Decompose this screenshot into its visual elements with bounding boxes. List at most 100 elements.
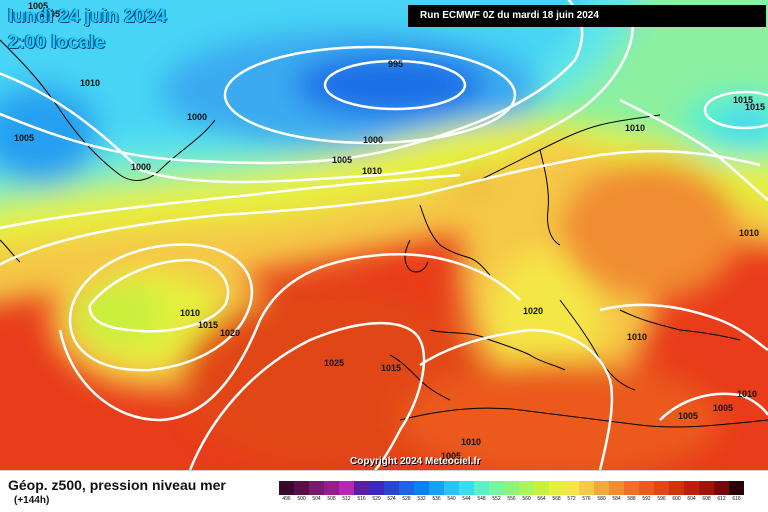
isobar-1010-west bbox=[0, 173, 461, 230]
isobar-label: 1005 bbox=[28, 1, 48, 11]
isobar-label: 1010 bbox=[80, 78, 100, 88]
legend-swatch bbox=[459, 481, 474, 495]
isobar-1015-east bbox=[419, 328, 614, 470]
forecast-lead-time: (+144h) bbox=[14, 495, 50, 506]
legend-cell: 512 bbox=[339, 481, 354, 503]
legend-label: 564 bbox=[537, 496, 546, 502]
legend-cell: 568 bbox=[549, 481, 564, 503]
legend-cell: 560 bbox=[519, 481, 534, 503]
legend-swatch bbox=[549, 481, 564, 495]
isobar-label: 1005 bbox=[14, 133, 34, 143]
legend-cell: 544 bbox=[459, 481, 474, 503]
legend-label: 508 bbox=[327, 496, 336, 502]
isobar-label: 1015 bbox=[381, 363, 401, 373]
legend-cell: 592 bbox=[639, 481, 654, 503]
legend-swatch bbox=[534, 481, 549, 495]
legend-label: 584 bbox=[612, 496, 621, 502]
isobar-label: 1000 bbox=[131, 162, 151, 172]
legend-label: 504 bbox=[312, 496, 321, 502]
legend-label: 512 bbox=[342, 496, 351, 502]
isobar-label: 1005 bbox=[713, 403, 733, 413]
legend-swatch bbox=[309, 481, 324, 495]
legend-swatch bbox=[279, 481, 294, 495]
forecast-local-time: 2:00 locale bbox=[8, 32, 106, 53]
legend-label: 552 bbox=[492, 496, 501, 502]
legend-label: 548 bbox=[477, 496, 486, 502]
isobar-1010-ne bbox=[619, 98, 768, 201]
legend-label: 568 bbox=[552, 496, 561, 502]
isobar-label: 995 bbox=[388, 59, 403, 69]
model-run-banner: Run ECMWF 0Z du mardi 18 juin 2024 bbox=[408, 5, 766, 27]
isobar-1020 bbox=[58, 253, 521, 422]
isobar-1015-ne bbox=[703, 90, 768, 130]
isobar-1005-east bbox=[659, 392, 768, 421]
legend-label: 524 bbox=[387, 496, 396, 502]
isobar-1005 bbox=[0, 0, 584, 165]
legend-swatch bbox=[444, 481, 459, 495]
legend-swatch bbox=[519, 481, 534, 495]
legend-label: 596 bbox=[657, 496, 666, 502]
forecast-date-title: lundi 24 juin 2024 bbox=[8, 6, 167, 27]
legend-label: 616 bbox=[732, 496, 741, 502]
legend-swatch bbox=[489, 481, 504, 495]
legend-swatch bbox=[354, 481, 369, 495]
legend-label: 580 bbox=[597, 496, 606, 502]
legend-swatch bbox=[639, 481, 654, 495]
map-parameter-title: Géop. z500, pression niveau mer bbox=[8, 477, 226, 493]
isobar-label: 1015 bbox=[733, 95, 753, 105]
legend-swatch bbox=[699, 481, 714, 495]
isobar-cutoff-inner bbox=[88, 258, 230, 333]
legend-cell: 500 bbox=[294, 481, 309, 503]
legend-label: 536 bbox=[432, 496, 441, 502]
legend-cell: 528 bbox=[399, 481, 414, 503]
isobar-1000 bbox=[223, 45, 517, 145]
legend-swatch bbox=[429, 481, 444, 495]
legend-label: 516 bbox=[357, 496, 366, 502]
legend-swatch bbox=[369, 481, 384, 495]
isobar-995 bbox=[323, 59, 467, 111]
isobar-label: 1020 bbox=[220, 328, 240, 338]
legend-cell: 532 bbox=[414, 481, 429, 503]
isobar-label: 1000 bbox=[363, 135, 383, 145]
isobar-cutoff-outer bbox=[68, 243, 253, 372]
legend-cell: 572 bbox=[564, 481, 579, 503]
isobar-1015 bbox=[0, 149, 761, 266]
legend-label: 604 bbox=[687, 496, 696, 502]
isobar-label: 1005 bbox=[678, 411, 698, 421]
legend-cell: 608 bbox=[699, 481, 714, 503]
legend-cell: 576 bbox=[579, 481, 594, 503]
isobar-label: 1010 bbox=[625, 123, 645, 133]
isobar-label: 1010 bbox=[461, 437, 481, 447]
legend-label: 544 bbox=[462, 496, 471, 502]
legend-swatch bbox=[729, 481, 744, 495]
isobar-label: 1020 bbox=[523, 306, 543, 316]
legend-swatch bbox=[654, 481, 669, 495]
legend-swatch bbox=[564, 481, 579, 495]
map-footer: Géop. z500, pression niveau mer (+144h) … bbox=[0, 470, 768, 512]
legend-cell: 496 bbox=[279, 481, 294, 503]
legend-label: 600 bbox=[672, 496, 681, 502]
isobar-label: 1010 bbox=[737, 389, 757, 399]
legend-label: 608 bbox=[702, 496, 711, 502]
legend-cell: 604 bbox=[684, 481, 699, 503]
isobar-label: 1015 bbox=[745, 102, 765, 112]
legend-cell: 564 bbox=[534, 481, 549, 503]
legend-swatch bbox=[714, 481, 729, 495]
legend-label: 540 bbox=[447, 496, 456, 502]
legend-label: 588 bbox=[627, 496, 636, 502]
legend-cell: 516 bbox=[354, 481, 369, 503]
legend-swatch bbox=[399, 481, 414, 495]
isobars bbox=[0, 0, 768, 470]
legend-swatch bbox=[609, 481, 624, 495]
isobar-1010 bbox=[0, 9, 634, 184]
legend-swatch bbox=[384, 481, 399, 495]
isobar-label: 1010 bbox=[180, 308, 200, 318]
legend-label: 572 bbox=[567, 496, 576, 502]
legend-swatch bbox=[579, 481, 594, 495]
legend-swatch bbox=[669, 481, 684, 495]
isobar-1025 bbox=[188, 321, 426, 470]
legend-cell: 616 bbox=[729, 481, 744, 503]
geopotential-field bbox=[0, 0, 768, 470]
legend-cell: 508 bbox=[324, 481, 339, 503]
